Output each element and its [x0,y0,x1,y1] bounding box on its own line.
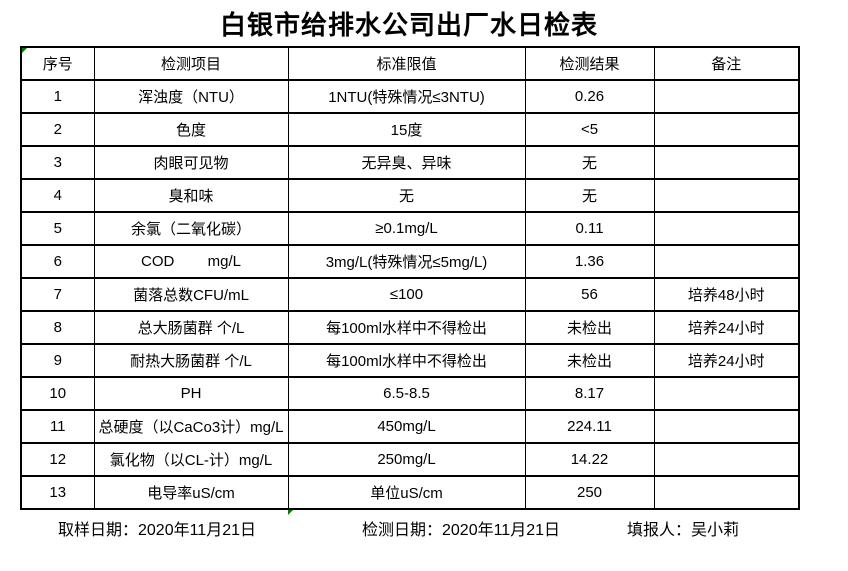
cell-item[interactable]: 臭和味 [93,178,289,213]
cell-error-indicator-icon [288,508,295,515]
cell-item[interactable]: 色度 [93,112,289,147]
table-row: 5 余氯（二氧化碳） ≥0.1mg/L 0.11 [20,211,800,246]
cell-standard[interactable]: 每100ml水样中不得检出 [287,343,526,378]
column-header-standard[interactable]: 标准限值 [287,46,526,81]
cell-standard[interactable]: 无异臭、异味 [287,145,526,180]
cell-no[interactable]: 7 [20,277,95,312]
cell-remark[interactable]: 培养24小时 [653,310,800,345]
cell-item[interactable]: 总硬度（以CaCo3计）mg/L [93,409,289,444]
column-header-result[interactable]: 检测结果 [524,46,655,81]
cell-no[interactable]: 2 [20,112,95,147]
cell-item[interactable]: 肉眼可见物 [93,145,289,180]
cell-standard[interactable]: 每100ml水样中不得检出 [287,310,526,345]
cell-remark[interactable]: 培养48小时 [653,277,800,312]
cell-remark[interactable] [653,178,800,213]
header-row: 序号 检测项目 标准限值 检测结果 备注 [20,46,800,81]
cell-remark[interactable] [653,376,800,411]
cell-result[interactable]: 未检出 [524,343,655,378]
cell-standard[interactable]: 无 [287,178,526,213]
table-row: 4 臭和味无无 [20,178,800,213]
cell-item[interactable]: 菌落总数CFU/mL [93,277,289,312]
cell-no[interactable]: 6 [20,244,95,279]
table-row: 6 COD mg/L 3mg/L(特殊情况≤5mg/L) 1.36 [20,244,800,279]
table-row: 3 肉眼可见物 无异臭、异味无 [20,145,800,180]
reporter-label: 填报人：吴小莉 [627,522,740,539]
cell-remark[interactable] [653,244,800,279]
cell-no[interactable]: 10 [20,376,95,411]
table-row: 2 色度 15度 <5 [20,112,800,147]
table-row: 9 耐热大肠菌群 个/L 每100ml水样中不得检出 未检出 培养24小时 [20,343,800,378]
cell-remark[interactable] [653,79,800,114]
table-row: 10 PH 6.5-8.5 8.17 [20,376,800,411]
table-row: 8 总大肠菌群 个/L 每100ml水样中不得检出 未检出 培养24小时 [20,310,800,345]
cell-no[interactable]: 5 [20,211,95,246]
cell-result[interactable]: 未检出 [524,310,655,345]
cell-result[interactable]: 8.17 [524,376,655,411]
cell-item[interactable]: 余氯（二氧化碳） [93,211,289,246]
table-row: 12 氯化物（以CL-计）mg/L 250mg/L 14.22 [20,442,800,477]
cell-no[interactable]: 1 [20,79,95,114]
cell-item[interactable]: 电导率uS/cm [93,475,289,510]
cell-result[interactable]: 0.11 [524,211,655,246]
table-row: 7 菌落总数CFU/mL ≤100 56 培养48小时 [20,277,800,312]
cell-standard[interactable]: 6.5-8.5 [287,376,526,411]
cell-no[interactable]: 4 [20,178,95,213]
column-header-remark[interactable]: 备注 [653,46,800,81]
cell-item[interactable]: 耐热大肠菌群 个/L [93,343,289,378]
table-row: 13 电导率uS/cm 单位uS/cm 250 [20,475,800,510]
cell-result[interactable]: 250 [524,475,655,510]
cell-remark[interactable]: 培养24小时 [653,343,800,378]
sampling-date-label: 取样日期：2020年11月21日 [58,522,257,539]
testing-date-label: 检测日期：2020年11月21日 [362,522,561,539]
column-header-no[interactable]: 序号 [20,46,95,81]
cell-result[interactable]: <5 [524,112,655,147]
cell-item[interactable]: 浑浊度（NTU） [93,79,289,114]
cell-standard[interactable]: 1NTU(特殊情况≤3NTU) [287,79,526,114]
cell-standard[interactable]: ≤100 [287,277,526,312]
cell-remark[interactable] [653,409,800,444]
cell-item[interactable]: PH [93,376,289,411]
cell-result[interactable]: 224.11 [524,409,655,444]
cell-result[interactable]: 0.26 [524,79,655,114]
cell-result[interactable]: 14.22 [524,442,655,477]
cell-standard[interactable]: ≥0.1mg/L [287,211,526,246]
cell-no[interactable]: 13 [20,475,95,510]
cell-remark[interactable] [653,475,800,510]
cell-standard[interactable]: 450mg/L [287,409,526,444]
table-row: 1 浑浊度（NTU） 1NTU(特殊情况≤3NTU) 0.26 [20,79,800,114]
cell-standard[interactable]: 3mg/L(特殊情况≤5mg/L) [287,244,526,279]
page-title: 白银市给排水公司出厂水日检表 [219,10,598,40]
cell-no[interactable]: 12 [20,442,95,477]
cell-standard[interactable]: 单位uS/cm [287,475,526,510]
cell-item[interactable]: COD mg/L [93,244,289,279]
cell-remark[interactable] [653,145,800,180]
cell-remark[interactable] [653,442,800,477]
cell-result[interactable]: 56 [524,277,655,312]
cell-no[interactable]: 3 [20,145,95,180]
cell-remark[interactable] [653,112,800,147]
cell-remark[interactable] [653,211,800,246]
cell-no[interactable]: 11 [20,409,95,444]
cell-item[interactable]: 总大肠菌群 个/L [93,310,289,345]
column-header-item[interactable]: 检测项目 [93,46,289,81]
cell-result[interactable]: 1.36 [524,244,655,279]
cell-standard[interactable]: 250mg/L [287,442,526,477]
cell-result[interactable]: 无 [524,178,655,213]
cell-no[interactable]: 8 [20,310,95,345]
inspection-table: 序号 检测项目 标准限值 检测结果 备注 1 浑浊度（NTU） 1NTU(特殊情况≤… [20,46,800,510]
cell-item[interactable]: 氯化物（以CL-计）mg/L [93,442,289,477]
table-row: 11 总硬度（以CaCo3计）mg/L 450mg/L 224.11 [20,409,800,444]
cell-standard[interactable]: 15度 [287,112,526,147]
cell-no[interactable]: 9 [20,343,95,378]
cell-result[interactable]: 无 [524,145,655,180]
